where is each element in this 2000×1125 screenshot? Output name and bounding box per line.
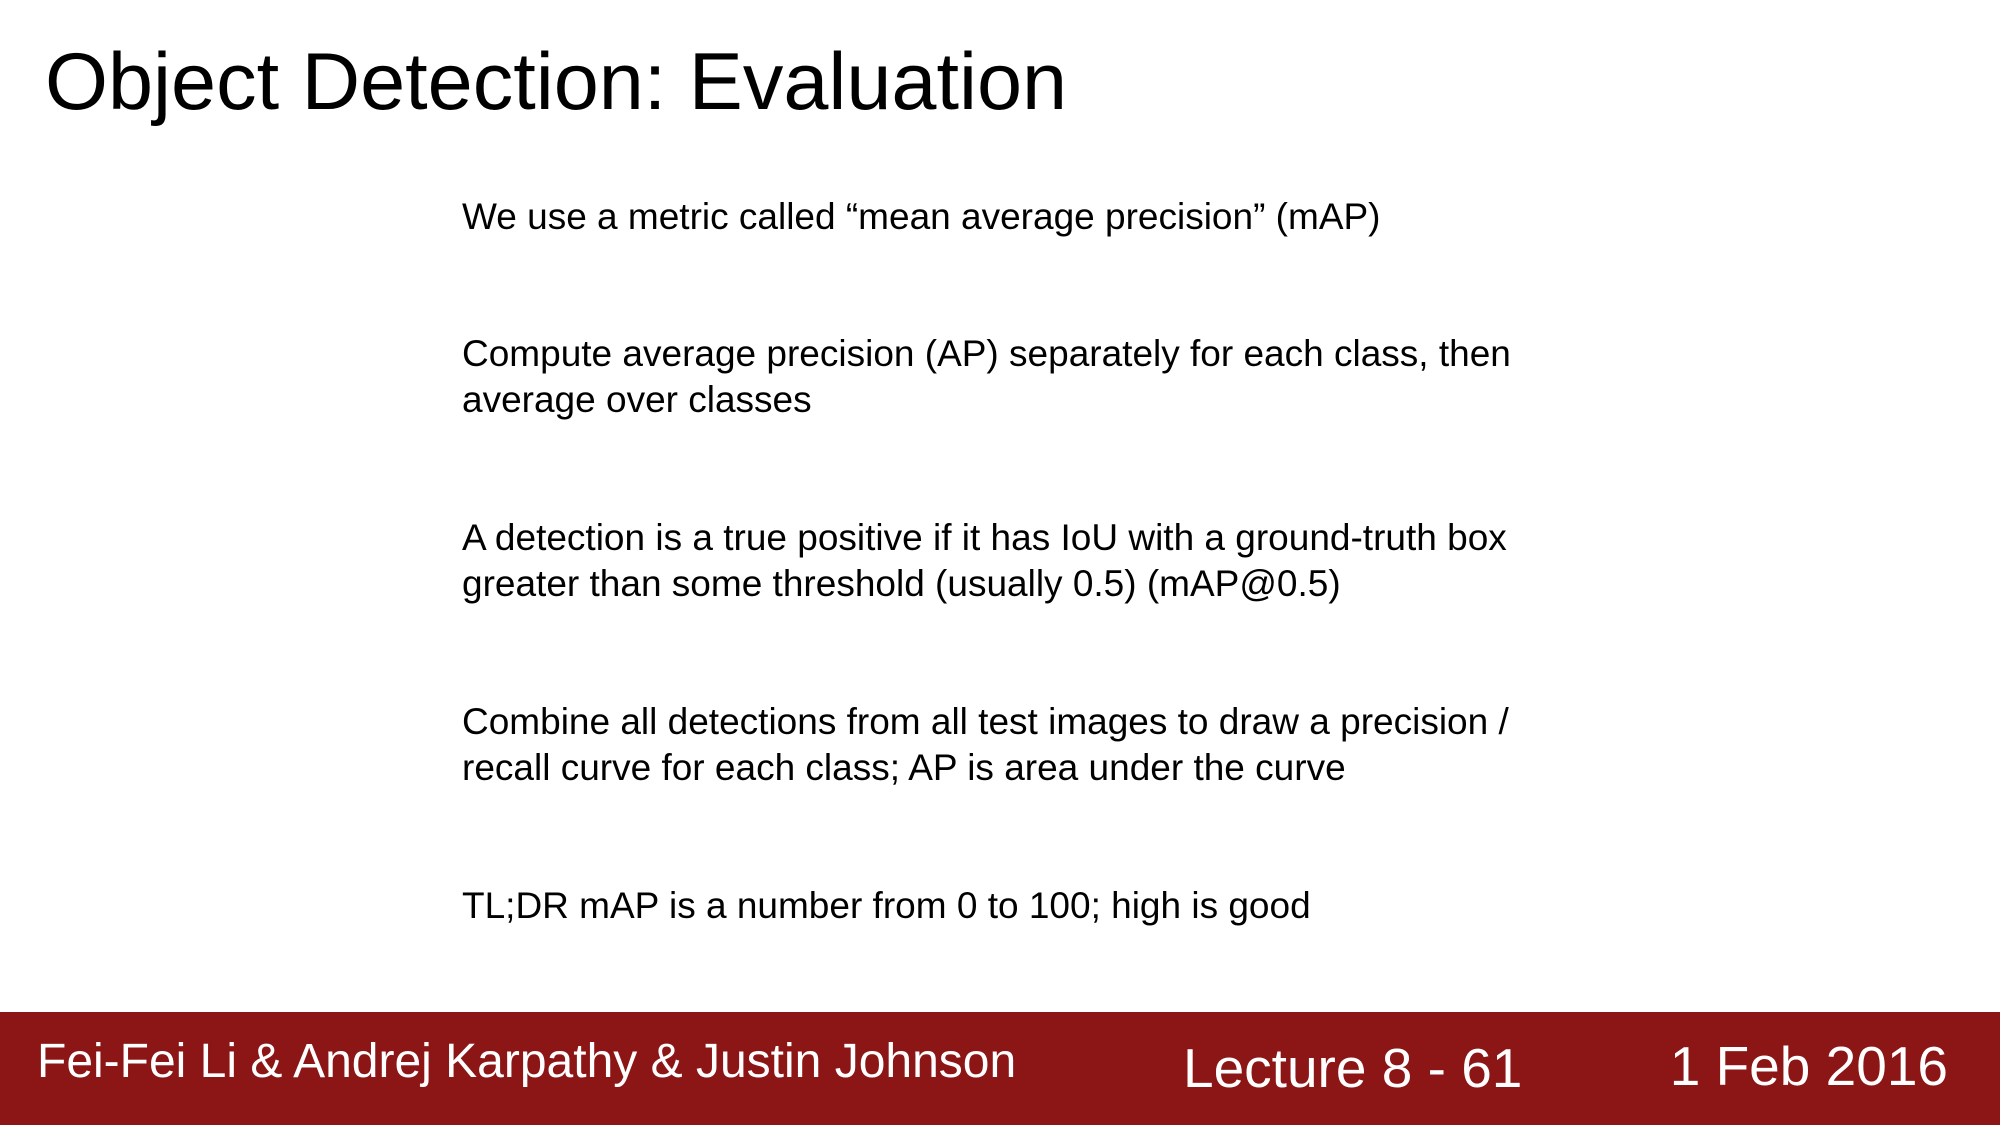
bullet-tldr: TL;DR mAP is a number from 0 to 100; hig…	[462, 883, 1662, 929]
footer-date: 1 Feb 2016	[1669, 1035, 1948, 1097]
footer-lecture-number: Lecture 8 - 61	[1183, 1037, 1523, 1099]
bullet-true-positive: A detection is a true positive if it has…	[462, 515, 1662, 607]
bullet-line: We use a metric called “mean average pre…	[462, 196, 1381, 237]
slide-title: Object Detection: Evaluation	[45, 37, 1068, 127]
bullet-line: Compute average precision (AP) separatel…	[462, 333, 1511, 374]
bullet-compute-ap: Compute average precision (AP) separatel…	[462, 331, 1662, 423]
bullet-line: TL;DR mAP is a number from 0 to 100; hig…	[462, 885, 1311, 926]
slide-footer: Fei-Fei Li & Andrej Karpathy & Justin Jo…	[0, 1012, 2000, 1125]
bullet-line: greater than some threshold (usually 0.5…	[462, 563, 1341, 604]
bullet-line: recall curve for each class; AP is area …	[462, 747, 1346, 788]
bullet-line: average over classes	[462, 379, 812, 420]
bullet-precision-recall: Combine all detections from all test ima…	[462, 699, 1662, 791]
bullet-line: A detection is a true positive if it has…	[462, 517, 1507, 558]
footer-authors: Fei-Fei Li & Andrej Karpathy & Justin Jo…	[37, 1035, 1017, 1088]
bullet-metric: We use a metric called “mean average pre…	[462, 194, 1662, 240]
bullet-line: Combine all detections from all test ima…	[462, 701, 1509, 742]
